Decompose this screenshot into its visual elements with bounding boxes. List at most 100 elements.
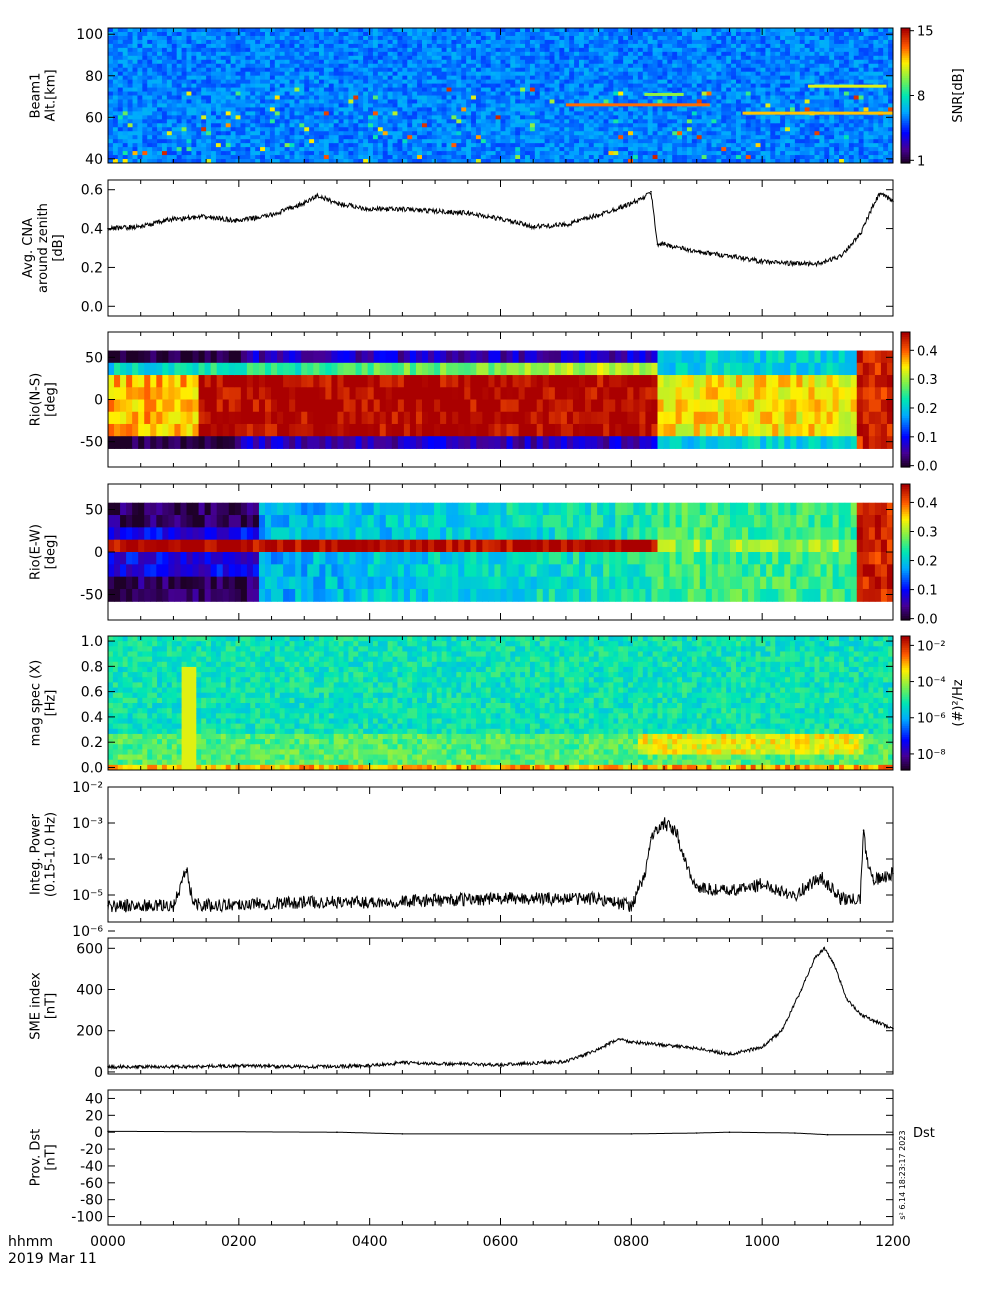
heat-cell <box>569 31 575 37</box>
heat-cell <box>441 135 448 140</box>
heat-cell <box>588 147 595 152</box>
heat-cell <box>422 51 428 57</box>
heat-cell <box>726 35 732 41</box>
heat-cell <box>500 147 506 152</box>
heat-cell <box>770 91 776 96</box>
heat-cell <box>255 35 261 41</box>
heat-cell <box>706 55 712 61</box>
heat-cell <box>809 119 815 124</box>
heat-cell <box>363 59 369 65</box>
heat-cell <box>657 99 663 104</box>
heat-cell <box>564 43 570 49</box>
heat-cell <box>583 139 590 144</box>
heat-cell <box>583 135 590 140</box>
heat-cell <box>529 35 536 41</box>
heat-cell <box>255 159 261 164</box>
heat-cell <box>117 123 124 128</box>
heat-cell <box>765 83 771 89</box>
heat-cell <box>794 47 801 53</box>
heat-cell <box>250 115 256 120</box>
heat-cell <box>363 91 369 96</box>
heat-cell <box>598 31 605 37</box>
heat-cell <box>799 28 806 33</box>
heat-cell <box>206 159 212 164</box>
heat-cell <box>593 28 600 33</box>
heat-cell <box>181 131 187 136</box>
heat-cell <box>422 103 428 108</box>
heat-cell <box>269 83 276 89</box>
heat-cell <box>338 59 344 65</box>
heat-cell <box>564 155 570 160</box>
heat-cell <box>490 159 497 164</box>
heat-cell <box>745 155 752 160</box>
heat-cell <box>510 135 516 140</box>
heat-cell <box>647 47 654 53</box>
heat-cell <box>760 107 766 112</box>
heat-cell <box>721 99 727 104</box>
heat-cell <box>402 155 408 160</box>
heat-cell <box>480 47 487 53</box>
heat-cell <box>328 51 335 57</box>
heat-cell <box>544 59 551 65</box>
heat-cell <box>471 39 477 45</box>
heat-cell <box>191 119 197 124</box>
heat-cell <box>471 91 477 96</box>
heat-cell <box>436 143 443 148</box>
heat-cell <box>186 31 192 37</box>
heat-cell <box>122 55 129 61</box>
heat-cell <box>211 123 217 128</box>
heat-cell <box>368 159 374 164</box>
heat-cell <box>794 115 801 120</box>
heat-cell <box>441 147 448 152</box>
heat-cell <box>731 47 737 53</box>
heat-cell <box>618 95 624 100</box>
heat-cell <box>250 39 256 45</box>
heat-cell <box>794 79 801 85</box>
heat-cell <box>549 155 555 160</box>
heat-cell <box>230 35 237 41</box>
heat-cell <box>711 131 717 136</box>
heat-cell <box>686 159 693 164</box>
heat-cell <box>314 31 320 37</box>
heat-cell <box>157 91 163 96</box>
heat-cell <box>613 95 619 100</box>
heat-cell <box>603 123 609 128</box>
heat-cell <box>289 95 295 100</box>
heat-cell <box>706 115 712 120</box>
heat-cell <box>667 135 673 140</box>
heat-cell <box>343 91 349 96</box>
heat-cell <box>289 47 295 53</box>
heat-cell <box>466 79 472 85</box>
heat-cell <box>196 139 202 144</box>
heat-cell <box>736 28 742 33</box>
heat-cell <box>323 159 330 164</box>
heat-cell <box>338 83 344 89</box>
heat-cell <box>255 99 261 104</box>
heat-cell <box>363 131 369 136</box>
heat-cell <box>407 71 413 77</box>
heat-cell <box>520 135 526 140</box>
heat-cell <box>593 31 600 37</box>
heat-cell <box>579 119 585 124</box>
heat-cell <box>760 99 766 104</box>
heat-cell <box>431 47 438 53</box>
heat-cell <box>343 155 349 160</box>
heat-cell <box>691 111 698 116</box>
heat-cell <box>529 119 536 124</box>
heat-cell <box>289 71 295 77</box>
heat-cell <box>422 111 428 116</box>
heat-cell <box>431 95 438 100</box>
heat-cell <box>279 131 286 136</box>
heat-cell <box>215 59 222 65</box>
heat-cell <box>628 71 634 77</box>
heat-cell <box>682 91 688 96</box>
heat-cell <box>750 47 757 53</box>
heat-cell <box>343 67 349 73</box>
heat-cell <box>711 111 717 116</box>
heat-cell <box>382 107 389 112</box>
heat-cell <box>309 59 315 65</box>
heat-cell <box>780 123 786 128</box>
heat-cell <box>186 79 192 85</box>
heat-cell <box>740 139 747 144</box>
heat-cell <box>142 135 148 140</box>
